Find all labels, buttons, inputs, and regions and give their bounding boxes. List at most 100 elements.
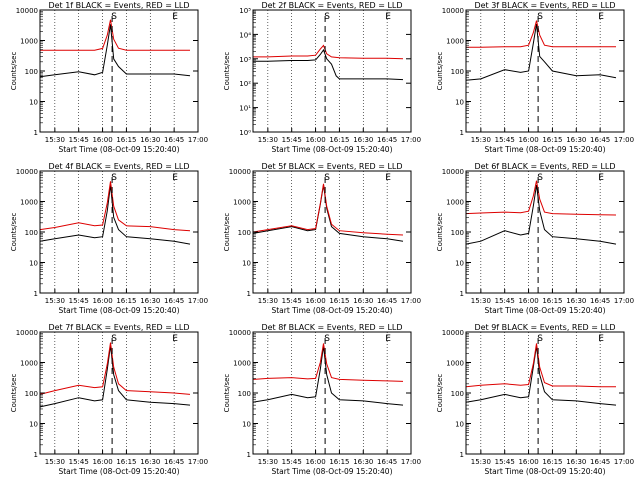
x-tick-label: 15:45 xyxy=(282,297,302,305)
panel-det-3: Det 3f BLACK = Events, RED = LLD S E 1 10 100… xyxy=(436,1,634,154)
y-tick-label: 10 xyxy=(455,421,464,429)
y-tick-label: 1 xyxy=(34,290,38,298)
end-marker-label: E xyxy=(172,334,178,344)
series-line-events xyxy=(465,345,617,406)
x-tick-label: 16:30 xyxy=(353,136,373,144)
panel-det-8: Det 8f BLACK = Events, RED = LLD S E 1 10 100… xyxy=(223,323,421,476)
end-marker-label: E xyxy=(598,334,604,344)
y-axis-label: Counts/sec xyxy=(436,52,444,91)
y-tick-label: 10 xyxy=(455,99,464,107)
x-tick-label: 15:30 xyxy=(45,136,65,144)
series-line-events xyxy=(39,24,191,78)
y-tick-label: 10³ xyxy=(239,56,251,64)
series-line-lld xyxy=(39,181,191,232)
x-tick-label: 16:15 xyxy=(329,136,349,144)
start-marker-label: S xyxy=(111,334,117,344)
start-marker-label: S xyxy=(537,12,543,22)
series-line-lld xyxy=(465,343,616,388)
panel-title: Det 7f BLACK = Events, RED = LLD xyxy=(48,323,189,332)
y-tick-label: 1000 xyxy=(20,38,38,46)
end-marker-label: E xyxy=(385,334,391,344)
x-tick-label: 16:45 xyxy=(377,458,397,466)
y-tick-label: 10 xyxy=(242,421,251,429)
series-line-lld xyxy=(252,183,404,236)
panel-det-5: Det 5f BLACK = Events, RED = LLD S E 1 10 100… xyxy=(223,162,421,315)
end-marker-label: E xyxy=(172,12,178,22)
panel-title: Det 9f BLACK = Events, RED = LLD xyxy=(474,323,615,332)
x-axis-label: Start Time (08-Oct-09 15:20:40) xyxy=(484,467,605,476)
y-tick-label: 100 xyxy=(238,390,251,398)
x-axis-label: Start Time (08-Oct-09 15:20:40) xyxy=(58,467,179,476)
series-line-lld xyxy=(39,342,191,395)
x-tick-label: 17:00 xyxy=(188,297,208,305)
y-tick-label: 1000 xyxy=(446,199,464,207)
series-line-events xyxy=(465,184,617,245)
y-tick-label: 1 xyxy=(34,129,38,137)
end-marker-label: E xyxy=(598,173,604,183)
x-axis-label: Start Time (08-Oct-09 15:20:40) xyxy=(58,145,179,154)
x-tick-label: 17:00 xyxy=(401,297,421,305)
x-tick-label: 16:45 xyxy=(590,136,610,144)
x-tick-label: 16:45 xyxy=(164,297,184,305)
y-tick-label: 1 xyxy=(460,290,464,298)
series-line-lld xyxy=(252,343,404,382)
panel-det-4: Det 4f BLACK = Events, RED = LLD S E 1 10 100… xyxy=(10,162,208,315)
y-tick-label: 10 xyxy=(29,99,38,107)
x-tick-label: 16:45 xyxy=(164,136,184,144)
panel-title: Det 8f BLACK = Events, RED = LLD xyxy=(261,323,402,332)
panel-title: Det 2f BLACK = Events, RED = LLD xyxy=(261,1,402,10)
y-tick-label: 1000 xyxy=(233,360,251,368)
x-tick-label: 16:45 xyxy=(590,458,610,466)
x-tick-label: 16:45 xyxy=(590,297,610,305)
series-line-events xyxy=(39,345,191,408)
x-tick-label: 16:15 xyxy=(116,458,136,466)
y-tick-label: 1 xyxy=(247,451,251,459)
x-tick-label: 17:00 xyxy=(401,136,421,144)
x-axis-label: Start Time (08-Oct-09 15:20:40) xyxy=(484,306,605,315)
x-tick-label: 16:30 xyxy=(566,458,586,466)
y-axis-label: Counts/sec xyxy=(436,213,444,252)
series-line-events xyxy=(252,345,404,406)
y-axis-label: Counts/sec xyxy=(10,213,18,252)
x-tick-label: 16:00 xyxy=(92,297,112,305)
y-tick-label: 1000 xyxy=(20,199,38,207)
y-tick-label: 10¹ xyxy=(239,105,251,113)
y-tick-label: 10⁰ xyxy=(239,129,251,137)
x-tick-label: 16:45 xyxy=(377,136,397,144)
x-tick-label: 15:30 xyxy=(258,297,278,305)
y-tick-label: 10000 xyxy=(16,329,38,337)
panel-det-9: Det 9f BLACK = Events, RED = LLD S E 1 10 100… xyxy=(436,323,634,476)
y-tick-label: 1000 xyxy=(446,360,464,368)
start-marker-label: S xyxy=(111,173,117,183)
panel-title: Det 3f BLACK = Events, RED = LLD xyxy=(474,1,615,10)
x-tick-label: 16:30 xyxy=(566,297,586,305)
series-line-lld xyxy=(465,180,617,216)
x-tick-label: 16:15 xyxy=(116,297,136,305)
y-tick-label: 10000 xyxy=(442,329,464,337)
y-tick-label: 100 xyxy=(25,390,38,398)
start-marker-label: S xyxy=(537,334,543,344)
x-tick-label: 16:15 xyxy=(542,297,562,305)
panel-title: Det 6f BLACK = Events, RED = LLD xyxy=(474,162,615,171)
x-tick-label: 16:00 xyxy=(518,458,538,466)
y-tick-label: 10000 xyxy=(442,168,464,176)
y-tick-label: 10000 xyxy=(16,168,38,176)
end-marker-label: E xyxy=(385,12,391,22)
series-line-events xyxy=(253,48,404,81)
y-tick-label: 10000 xyxy=(229,168,251,176)
end-marker-label: E xyxy=(598,12,604,22)
y-tick-label: 10000 xyxy=(16,7,38,15)
x-tick-label: 15:30 xyxy=(258,136,278,144)
x-tick-label: 16:45 xyxy=(377,297,397,305)
x-tick-label: 16:00 xyxy=(305,136,325,144)
y-tick-label: 100 xyxy=(25,68,38,76)
series-line-lld xyxy=(253,44,404,60)
end-marker-label: E xyxy=(385,173,391,183)
y-tick-label: 10 xyxy=(29,260,38,268)
x-tick-label: 16:15 xyxy=(542,136,562,144)
y-tick-label: 10⁴ xyxy=(239,31,251,39)
x-tick-label: 16:00 xyxy=(92,136,112,144)
y-axis-label: Counts/sec xyxy=(436,374,444,413)
